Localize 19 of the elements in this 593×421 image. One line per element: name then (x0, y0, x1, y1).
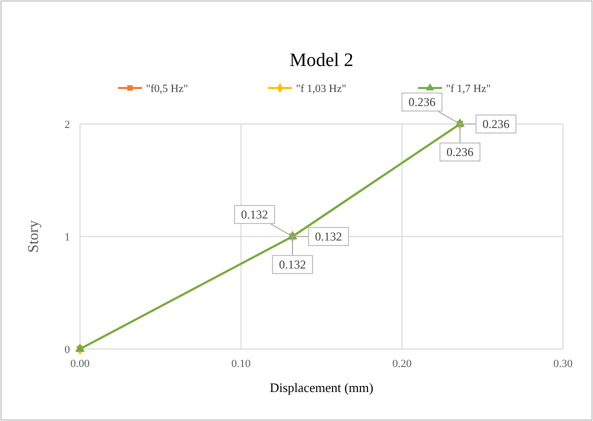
legend-label: "f 1,03 Hz" (296, 83, 346, 95)
legend-label: "f 1,7 Hz" (446, 83, 491, 95)
y-tick-label: 1 (64, 232, 70, 244)
data-label: 0.132 (315, 230, 342, 244)
data-label: 0.132 (241, 208, 268, 222)
data-label: 0.236 (446, 145, 474, 159)
y-axis-title: Story (26, 220, 42, 253)
y-tick-label: 0 (64, 344, 70, 356)
chart-title: Model 2 (290, 50, 354, 71)
data-label: 0.236 (408, 95, 436, 109)
x-tick-label: 0.10 (231, 358, 252, 370)
data-label: 0.236 (482, 117, 510, 131)
legend-label: "f0,5 Hz" (146, 83, 188, 95)
x-tick-label: 0.00 (70, 358, 90, 370)
x-tick-label: 0.30 (553, 358, 574, 370)
data-label: 0.132 (279, 258, 306, 272)
x-tick-label: 0.20 (392, 358, 412, 370)
y-tick-label: 2 (64, 119, 70, 131)
x-axis-title: Displacement (mm) (270, 380, 374, 395)
